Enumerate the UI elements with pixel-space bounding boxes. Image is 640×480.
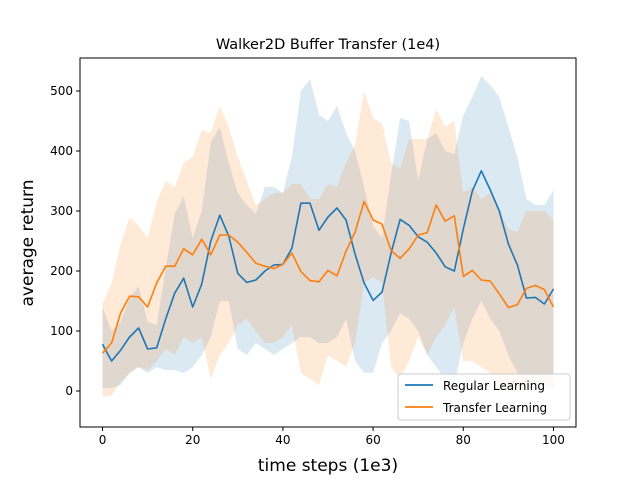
y-tick-label: 400 bbox=[50, 144, 73, 158]
band-series-1 bbox=[102, 91, 554, 397]
x-tick-label: 80 bbox=[456, 433, 471, 447]
x-tick-label: 100 bbox=[542, 433, 565, 447]
legend-label-regular: Regular Learning bbox=[443, 379, 545, 393]
legend-label-transfer: Transfer Learning bbox=[442, 401, 547, 415]
y-axis-label: average return bbox=[18, 180, 38, 307]
series-lines bbox=[101, 170, 555, 362]
x-tick-label: 40 bbox=[275, 433, 290, 447]
y-tick-label: 100 bbox=[50, 324, 73, 338]
x-tick-label: 60 bbox=[365, 433, 380, 447]
line-series-1 bbox=[101, 200, 555, 354]
y-tick-label: 200 bbox=[50, 264, 73, 278]
y-tick-label: 0 bbox=[65, 384, 73, 398]
x-tick-label: 20 bbox=[185, 433, 200, 447]
x-axis-label: time steps (1e3) bbox=[258, 456, 398, 476]
y-tick-label: 500 bbox=[50, 84, 73, 98]
chart-title: Walker2D Buffer Transfer (1e4) bbox=[216, 37, 440, 53]
y-tick-label: 300 bbox=[50, 204, 73, 218]
legend-box bbox=[397, 373, 571, 421]
plot-frame bbox=[79, 57, 577, 428]
line-series-0 bbox=[101, 170, 555, 362]
y-axis-ticks: 0 100 200 300 400 500 bbox=[50, 84, 80, 398]
confidence-bands bbox=[102, 76, 554, 397]
legend: Regular Learning Transfer Learning bbox=[397, 373, 571, 421]
band-series-0 bbox=[102, 76, 554, 388]
x-axis-ticks: 0 20 40 60 80 100 bbox=[99, 427, 565, 447]
x-tick-label: 0 bbox=[99, 433, 107, 447]
